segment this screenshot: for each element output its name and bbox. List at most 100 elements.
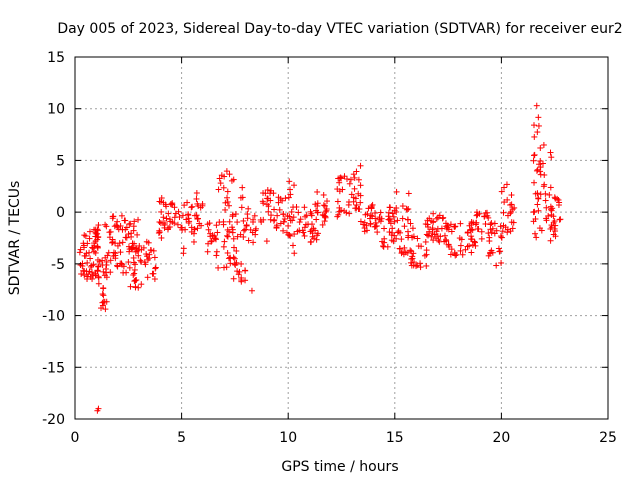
data-point xyxy=(102,306,109,313)
data-point xyxy=(405,206,412,213)
data-point xyxy=(224,249,231,256)
y-tick-label: 10 xyxy=(47,102,65,118)
data-point xyxy=(107,269,114,276)
data-point xyxy=(404,206,411,213)
data-point xyxy=(389,210,396,217)
data-point xyxy=(271,206,278,213)
data-point xyxy=(475,226,482,233)
data-point xyxy=(220,221,227,228)
data-point xyxy=(135,252,142,259)
data-point xyxy=(504,196,511,203)
data-point xyxy=(180,250,187,257)
data-point xyxy=(232,211,239,218)
data-point xyxy=(224,198,231,205)
data-point xyxy=(213,222,220,229)
data-point xyxy=(531,230,538,237)
data-point xyxy=(245,237,252,244)
data-point xyxy=(357,182,364,189)
data-point xyxy=(368,205,375,212)
data-point xyxy=(103,269,110,276)
data-point xyxy=(158,234,165,241)
data-point xyxy=(156,198,163,205)
data-point xyxy=(486,250,493,257)
data-point xyxy=(234,233,241,240)
data-point xyxy=(132,283,139,290)
data-point xyxy=(311,235,318,242)
plot-frame xyxy=(74,56,609,420)
data-point xyxy=(144,274,151,281)
data-point xyxy=(462,246,469,253)
data-point xyxy=(102,254,109,261)
data-point xyxy=(503,181,510,188)
data-point xyxy=(408,248,415,255)
data-point xyxy=(457,220,464,227)
data-point xyxy=(436,238,443,245)
data-point xyxy=(301,224,308,231)
data-point xyxy=(537,168,544,175)
data-point xyxy=(220,184,227,191)
data-point xyxy=(105,249,112,256)
data-point xyxy=(323,198,330,205)
data-point xyxy=(242,277,249,284)
data-point xyxy=(191,226,198,233)
data-point xyxy=(213,248,220,255)
data-point xyxy=(78,271,85,278)
data-point xyxy=(198,222,205,229)
x-tick-label: 15 xyxy=(386,430,404,446)
data-point xyxy=(285,194,292,201)
data-point xyxy=(280,227,287,234)
data-point xyxy=(531,133,538,140)
data-point xyxy=(426,215,433,222)
data-point xyxy=(430,210,437,217)
data-point xyxy=(493,227,500,234)
data-point xyxy=(389,229,396,236)
data-point xyxy=(218,172,225,179)
data-point xyxy=(543,204,550,211)
data-point xyxy=(89,275,96,282)
data-point xyxy=(301,232,308,239)
data-point xyxy=(142,261,149,268)
data-point xyxy=(393,205,400,212)
data-point xyxy=(92,229,99,236)
data-point xyxy=(540,141,547,148)
data-point xyxy=(352,205,359,212)
data-point xyxy=(430,219,437,226)
data-point xyxy=(148,247,155,254)
data-point xyxy=(399,203,406,210)
data-point xyxy=(130,254,137,261)
data-point xyxy=(486,234,493,241)
data-point xyxy=(230,176,237,183)
data-point xyxy=(443,238,450,245)
data-point xyxy=(107,257,114,264)
data-point xyxy=(100,268,107,275)
data-point xyxy=(179,212,186,219)
data-point xyxy=(355,190,362,197)
data-point xyxy=(423,262,430,269)
data-point xyxy=(381,225,388,232)
data-point xyxy=(504,229,511,236)
data-point xyxy=(232,262,239,269)
data-point xyxy=(226,202,233,209)
data-point xyxy=(146,251,153,258)
data-point xyxy=(344,175,351,182)
data-point xyxy=(384,243,391,250)
data-point xyxy=(86,249,93,256)
data-point xyxy=(468,236,475,243)
data-point xyxy=(538,227,545,234)
data-point xyxy=(126,264,133,271)
data-point xyxy=(137,257,144,264)
data-point xyxy=(194,216,201,223)
data-point xyxy=(536,161,543,168)
data-point xyxy=(279,197,286,204)
data-point xyxy=(395,228,402,235)
data-point xyxy=(451,249,458,256)
data-point xyxy=(282,195,289,202)
data-point xyxy=(464,229,471,236)
data-point xyxy=(149,270,156,277)
data-point xyxy=(208,238,215,245)
data-point xyxy=(244,211,251,218)
data-point xyxy=(223,168,230,175)
data-point xyxy=(497,233,504,240)
data-point xyxy=(433,235,440,242)
data-point xyxy=(510,219,517,226)
